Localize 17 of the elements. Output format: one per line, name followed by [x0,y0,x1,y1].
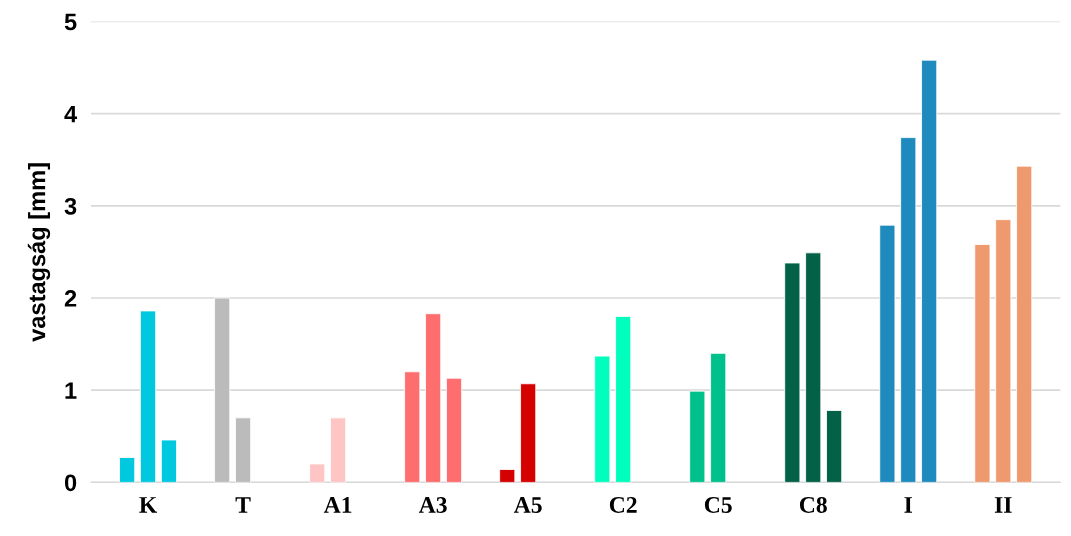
y-tick-label: 1 [65,382,77,399]
x-tick-label: K [139,497,158,513]
x-tick-label: A1 [323,497,352,513]
x-tick-label: I [904,497,913,513]
x-tick-label: II [994,497,1012,513]
x-tick-label: C2 [609,497,637,513]
y-tick-label: 5 [64,13,77,31]
x-tick-label: A5 [513,497,542,513]
y-tick-label: 2 [64,290,77,307]
x-tick-label: T [235,497,251,513]
y-tick-label: 0 [64,474,77,492]
x-tick-label: C5 [704,497,732,513]
y-axis-title: vastagság [mm] [27,163,51,342]
x-tick-label: A3 [418,497,447,513]
y-tick-label: 4 [64,105,78,123]
y-tick-label: 3 [64,197,77,215]
x-tick-label: C8 [799,496,827,513]
